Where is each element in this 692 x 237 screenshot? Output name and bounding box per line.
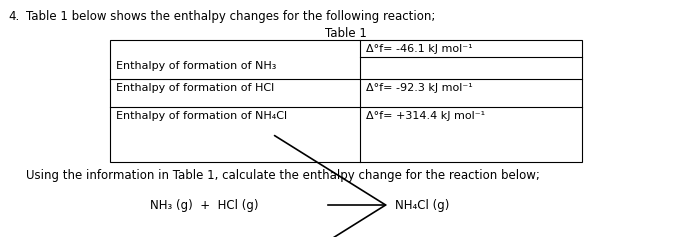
- Text: Enthalpy of formation of NH₃: Enthalpy of formation of NH₃: [116, 61, 276, 71]
- Text: NH₃ (g)  +  HCl (g): NH₃ (g) + HCl (g): [150, 199, 259, 212]
- Text: 4.: 4.: [8, 10, 19, 23]
- Text: Using the information in Table 1, calculate the enthalpy change for the reaction: Using the information in Table 1, calcul…: [26, 169, 540, 182]
- Text: Δ°f= -46.1 kJ mol⁻¹: Δ°f= -46.1 kJ mol⁻¹: [366, 44, 473, 54]
- Text: Δ°f= -92.3 kJ mol⁻¹: Δ°f= -92.3 kJ mol⁻¹: [366, 83, 473, 93]
- Bar: [110, 40, 582, 162]
- Text: Δ°f= +314.4 kJ mol⁻¹: Δ°f= +314.4 kJ mol⁻¹: [366, 111, 485, 121]
- Text: Enthalpy of formation of HCl: Enthalpy of formation of HCl: [116, 83, 274, 93]
- Text: Table 1: Table 1: [325, 27, 367, 40]
- Text: Table 1 below shows the enthalpy changes for the following reaction;: Table 1 below shows the enthalpy changes…: [26, 10, 435, 23]
- Text: NH₄Cl (g): NH₄Cl (g): [395, 199, 449, 212]
- Text: Enthalpy of formation of NH₄Cl: Enthalpy of formation of NH₄Cl: [116, 111, 287, 121]
